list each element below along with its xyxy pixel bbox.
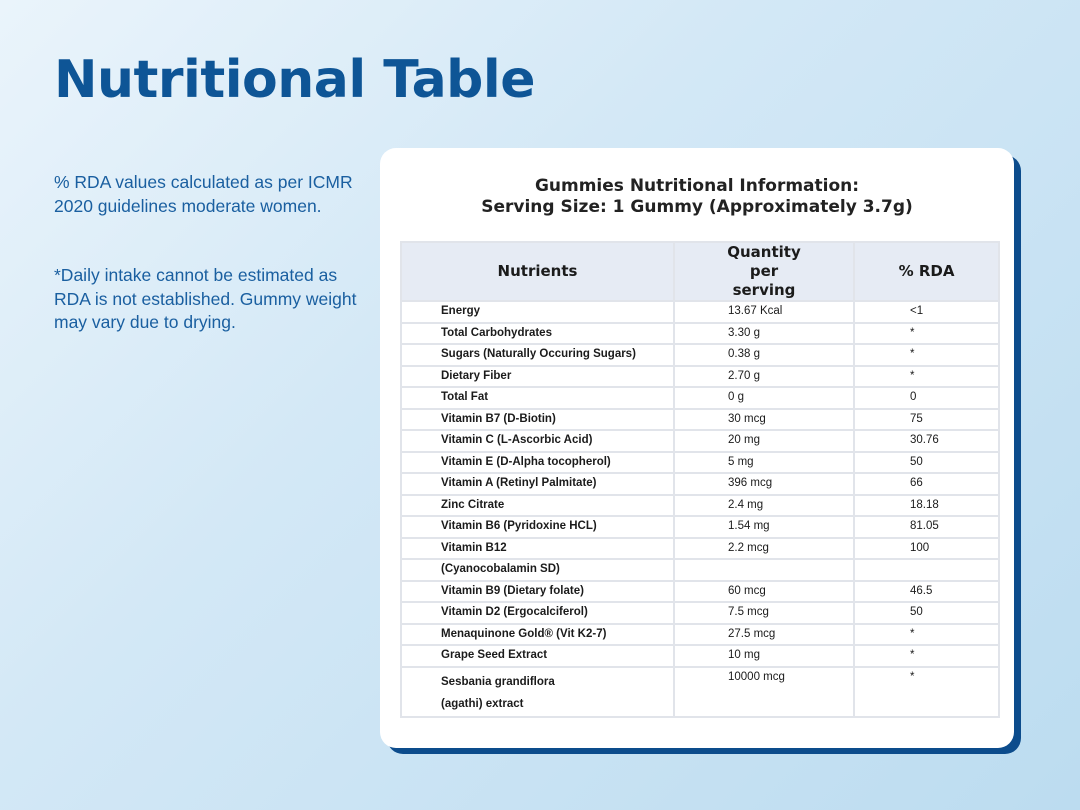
nutrient-name: Vitamin C (L-Ascorbic Acid) bbox=[400, 429, 675, 453]
table-row: Vitamin A (Retinyl Palmitate) 396 mcg 66 bbox=[400, 472, 1000, 496]
table-row: Vitamin B7 (D-Biotin) 30 mcg 75 bbox=[400, 407, 1000, 431]
table-row: Vitamin E (D-Alpha tocopherol) 5 mg 50 bbox=[400, 450, 1000, 474]
nutrient-name: Vitamin B6 (Pyridoxine HCL) bbox=[400, 515, 675, 539]
table-row: Menaquinone Gold® (Vit K2-7) 27.5 mcg * bbox=[400, 622, 1000, 646]
table-row: Sesbania grandiflora (agathi) extract 100… bbox=[400, 665, 1000, 718]
quantity-value: 0.38 g bbox=[673, 343, 855, 367]
quantity-value: 10000 mcg bbox=[673, 665, 855, 718]
rda-value: 75 bbox=[853, 407, 1000, 431]
rda-value: 46.5 bbox=[853, 579, 1000, 603]
rda-value: 100 bbox=[853, 536, 1000, 560]
quantity-value: 5 mg bbox=[673, 450, 855, 474]
card-title: Gummies Nutritional Information: bbox=[534, 176, 860, 196]
nutrient-name: Vitamin A (Retinyl Palmitate) bbox=[400, 472, 675, 496]
rda-value: * bbox=[853, 665, 1000, 718]
table-row: Total Carbohydrates 3.30 g * bbox=[400, 321, 1000, 345]
quantity-value: 30 mcg bbox=[673, 407, 855, 431]
serving-size: Serving Size: 1 Gummy (Approximately 3.7… bbox=[481, 197, 913, 217]
rda-value: * bbox=[853, 321, 1000, 345]
rda-value: 30.76 bbox=[853, 429, 1000, 453]
rda-value: 0 bbox=[853, 386, 1000, 410]
quantity-value: 7.5 mcg bbox=[673, 601, 855, 625]
nutrient-name: Vitamin B9 (Dietary folate) bbox=[400, 579, 675, 603]
table-row: Vitamin B12 2.2 mcg 100 bbox=[400, 536, 1000, 560]
rda-value: 50 bbox=[853, 601, 1000, 625]
nutrient-name: Sugars (Naturally Occuring Sugars) bbox=[400, 343, 675, 367]
rda-value: 18.18 bbox=[853, 493, 1000, 517]
rda-value: 81.05 bbox=[853, 515, 1000, 539]
rda-value: 66 bbox=[853, 472, 1000, 496]
nutrient-name: Total Carbohydrates bbox=[400, 321, 675, 345]
table-row: (Cyanocobalamin SD) bbox=[400, 558, 1000, 582]
nutrition-card: Gummies Nutritional Information: Serving… bbox=[380, 148, 1014, 748]
table-row: Vitamin C (L-Ascorbic Acid) 20 mg 30.76 bbox=[400, 429, 1000, 453]
table-row: Vitamin B6 (Pyridoxine HCL) 1.54 mg 81.05 bbox=[400, 515, 1000, 539]
rda-value: * bbox=[853, 364, 1000, 388]
nutrient-name: Zinc Citrate bbox=[400, 493, 675, 517]
header-rda: % RDA bbox=[853, 241, 1000, 302]
rda-value: <1 bbox=[853, 300, 1000, 324]
quantity-value: 27.5 mcg bbox=[673, 622, 855, 646]
rda-value: * bbox=[853, 343, 1000, 367]
quantity-value: 3.30 g bbox=[673, 321, 855, 345]
nutrient-name: Vitamin D2 (Ergocalciferol) bbox=[400, 601, 675, 625]
quantity-value: 1.54 mg bbox=[673, 515, 855, 539]
header-quantity-label: Quantity per serving bbox=[727, 243, 801, 299]
daily-intake-note: *Daily intake cannot be estimated as RDA… bbox=[54, 265, 357, 332]
nutrient-name: Total Fat bbox=[400, 386, 675, 410]
table-row: Sugars (Naturally Occuring Sugars) 0.38 g… bbox=[400, 343, 1000, 367]
quantity-value: 13.67 Kcal bbox=[673, 300, 855, 324]
nutrient-name: Grape Seed Extract bbox=[400, 644, 675, 668]
quantity-value: 2.70 g bbox=[673, 364, 855, 388]
quantity-value: 396 mcg bbox=[673, 472, 855, 496]
nutrient-name: Vitamin E (D-Alpha tocopherol) bbox=[400, 450, 675, 474]
table-row: Dietary Fiber 2.70 g * bbox=[400, 364, 1000, 388]
table-row: Vitamin D2 (Ergocalciferol) 7.5 mcg 50 bbox=[400, 601, 1000, 625]
quantity-value: 10 mg bbox=[673, 644, 855, 668]
rda-note: % RDA values calculated as per ICMR 2020… bbox=[54, 172, 353, 216]
quantity-value bbox=[673, 558, 855, 582]
quantity-value: 20 mg bbox=[673, 429, 855, 453]
nutrient-name: Vitamin B7 (D-Biotin) bbox=[400, 407, 675, 431]
nutrient-name: (Cyanocobalamin SD) bbox=[400, 558, 675, 582]
header-quantity: Quantity per serving bbox=[673, 241, 855, 302]
nutrient-name: Energy bbox=[400, 300, 675, 324]
table-row: Vitamin B9 (Dietary folate) 60 mcg 46.5 bbox=[400, 579, 1000, 603]
rda-value: * bbox=[853, 644, 1000, 668]
table-row: Energy 13.67 Kcal <1 bbox=[400, 300, 1000, 324]
rda-value bbox=[853, 558, 1000, 582]
rda-value: * bbox=[853, 622, 1000, 646]
table-row: Grape Seed Extract 10 mg * bbox=[400, 644, 1000, 668]
quantity-value: 0 g bbox=[673, 386, 855, 410]
nutrient-name: Dietary Fiber bbox=[400, 364, 675, 388]
quantity-value: 2.4 mg bbox=[673, 493, 855, 517]
rda-value: 50 bbox=[853, 450, 1000, 474]
quantity-value: 2.2 mcg bbox=[673, 536, 855, 560]
page-title: Nutritional Table bbox=[54, 50, 535, 110]
nutrient-name: Menaquinone Gold® (Vit K2-7) bbox=[400, 622, 675, 646]
nutrient-name: Sesbania grandiflora (agathi) extract bbox=[400, 665, 675, 718]
nutrition-table: Nutrients Quantity per serving % RDA Ene… bbox=[400, 241, 1000, 718]
table-row: Zinc Citrate 2.4 mg 18.18 bbox=[400, 493, 1000, 517]
nutrient-name: Vitamin B12 bbox=[400, 536, 675, 560]
header-nutrients: Nutrients bbox=[400, 241, 675, 302]
quantity-value: 60 mcg bbox=[673, 579, 855, 603]
